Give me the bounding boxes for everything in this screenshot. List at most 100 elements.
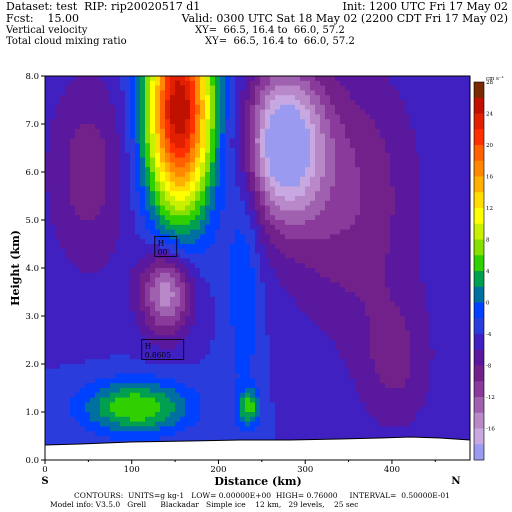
field-cell	[265, 239, 271, 245]
field-cell	[155, 124, 161, 130]
field-cell	[290, 215, 296, 221]
field-cell	[60, 383, 66, 389]
field-cell	[70, 239, 76, 245]
field-cell	[305, 272, 311, 279]
field-cell	[105, 253, 111, 259]
field-cell	[345, 234, 351, 240]
field-cell	[155, 143, 161, 149]
field-cell	[280, 388, 286, 394]
field-cell	[205, 191, 211, 197]
field-cell	[215, 119, 221, 125]
field-cell	[160, 306, 166, 312]
field-cell	[335, 196, 341, 202]
field-cell	[325, 85, 331, 91]
field-cell	[250, 364, 256, 370]
field-cell	[45, 431, 51, 437]
field-cell	[340, 181, 346, 187]
field-cell	[295, 191, 301, 197]
field-cell	[135, 244, 141, 250]
field-cell	[45, 109, 51, 115]
field-cell	[305, 392, 311, 399]
field-cell	[290, 325, 296, 331]
field-cell	[305, 325, 311, 331]
field-cell	[320, 119, 326, 125]
field-cell	[285, 292, 291, 298]
field-cell	[335, 359, 341, 365]
field-cell	[350, 268, 356, 274]
field-cell	[310, 90, 316, 96]
field-cell	[85, 412, 91, 418]
field-cell	[250, 277, 256, 283]
field-cell	[215, 383, 221, 389]
field-cell	[280, 354, 286, 360]
field-cell	[290, 364, 296, 370]
field-cell	[190, 248, 196, 255]
field-cell	[200, 215, 206, 221]
field-cell	[320, 205, 326, 211]
field-cell	[180, 349, 186, 355]
field-cell	[200, 402, 206, 408]
field-cell	[290, 248, 296, 255]
field-cell	[260, 316, 266, 322]
field-cell	[195, 76, 201, 82]
field-cell	[220, 172, 226, 178]
field-cell	[345, 383, 351, 389]
field-cell	[320, 191, 326, 197]
field-cell	[325, 431, 331, 437]
field-cell	[240, 128, 246, 135]
field-cell	[105, 431, 111, 437]
field-cell	[165, 426, 171, 432]
field-cell	[80, 224, 86, 231]
field-cell	[270, 104, 276, 111]
field-cell	[205, 282, 211, 288]
field-cell	[60, 316, 66, 322]
field-cell	[305, 176, 311, 183]
field-cell	[120, 287, 126, 293]
field-cell	[45, 220, 51, 226]
field-cell	[255, 349, 261, 355]
field-cell	[310, 325, 316, 331]
field-cell	[145, 431, 151, 437]
field-cell	[305, 133, 311, 139]
field-cell	[150, 325, 156, 331]
field-cell	[255, 114, 261, 120]
field-cell	[220, 320, 226, 327]
field-cell	[180, 167, 186, 173]
field-cell	[45, 407, 51, 413]
field-cell	[275, 301, 281, 307]
field-cell	[200, 412, 206, 418]
field-cell	[165, 316, 171, 322]
field-cell	[200, 76, 206, 82]
field-cell	[115, 138, 121, 144]
field-cell	[305, 234, 311, 240]
field-cell	[180, 330, 186, 336]
field-cell	[55, 421, 61, 427]
field-cell	[210, 320, 216, 327]
field-cell	[340, 368, 346, 375]
field-cell	[250, 383, 256, 389]
field-cell	[205, 200, 211, 207]
field-cell	[50, 258, 56, 264]
field-cell	[220, 133, 226, 139]
field-cell	[105, 109, 111, 115]
field-cell	[275, 436, 281, 442]
field-cell	[345, 200, 351, 207]
field-cell	[125, 215, 131, 221]
field-cell	[205, 234, 211, 240]
field-cell	[280, 397, 286, 403]
field-cell	[85, 248, 91, 255]
field-cell	[55, 172, 61, 178]
field-cell	[75, 354, 81, 360]
field-cell	[90, 181, 96, 187]
field-cell	[95, 402, 101, 408]
field-cell	[155, 152, 161, 159]
field-cell	[145, 215, 151, 221]
field-cell	[205, 330, 211, 336]
field-cell	[45, 162, 51, 168]
field-cell	[345, 220, 351, 226]
field-cell	[50, 292, 56, 298]
field-cell	[150, 229, 156, 235]
field-cell	[305, 215, 311, 221]
field-cell	[160, 119, 166, 125]
field-cell	[215, 311, 221, 317]
